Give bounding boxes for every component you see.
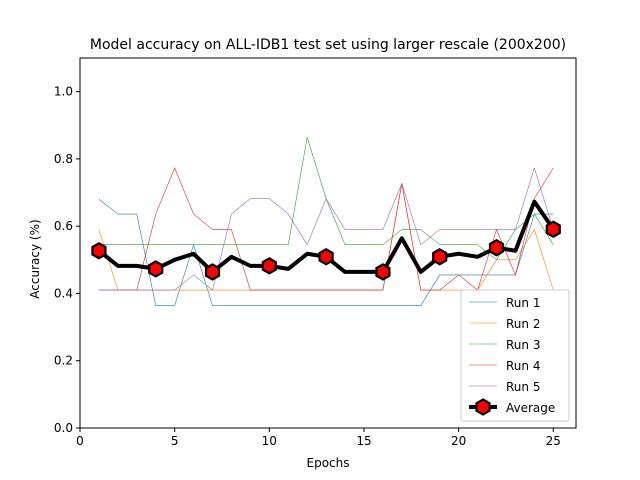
legend-label-average: Average	[506, 401, 555, 415]
x-tick-label: 5	[171, 434, 179, 448]
data-point-average	[488, 238, 505, 257]
data-point-average	[148, 260, 164, 278]
data-point-average	[432, 248, 448, 266]
data-point-average	[204, 263, 221, 281]
chart-title: Model accuracy on ALL-IDB1 test set usin…	[90, 37, 566, 53]
legend-label-run-2: Run 2	[506, 317, 540, 331]
x-axis-label: Epochs	[307, 456, 350, 470]
data-point-average	[318, 248, 334, 266]
legend-label-run-1: Run 1	[506, 296, 540, 310]
data-point-average	[91, 241, 107, 260]
legend-marker-average	[475, 398, 491, 416]
y-tick-label: 1.0	[54, 85, 73, 99]
legend-label-run-5: Run 5	[506, 380, 540, 394]
x-tick-label: 0	[76, 434, 84, 448]
y-tick-label: 0.0	[54, 421, 73, 435]
axes: 0 5 10 15 20 25 0.0 0.2 0.4 0.6 0.8 1.0	[54, 57, 577, 448]
y-tick-label: 0.6	[54, 219, 73, 233]
legend-label-run-4: Run 4	[506, 359, 540, 373]
data-point-average	[261, 257, 277, 275]
plot-area	[91, 137, 561, 306]
y-tick-label: 0.4	[54, 286, 73, 300]
series-line-run-5	[98, 167, 554, 291]
y-tick-label: 0.2	[54, 354, 73, 368]
series-line-run-4	[98, 167, 554, 291]
data-point-average	[375, 263, 391, 281]
y-axis-label: Accuracy (%)	[28, 219, 42, 298]
x-tick-label: 25	[546, 434, 561, 448]
axes-frame	[79, 57, 577, 429]
y-tick-label: 0.8	[54, 152, 73, 166]
x-tick-label: 10	[262, 434, 277, 448]
x-tick-label: 15	[356, 434, 371, 448]
data-point-average	[545, 220, 561, 238]
legend: Run 1 Run 2 Run 3 Run 4 Run 5 Average	[460, 289, 570, 422]
series-line-run-1	[98, 199, 554, 306]
legend-label-run-3: Run 3	[506, 338, 540, 352]
x-tick-label: 20	[451, 434, 466, 448]
series-line-run-2	[98, 183, 554, 291]
